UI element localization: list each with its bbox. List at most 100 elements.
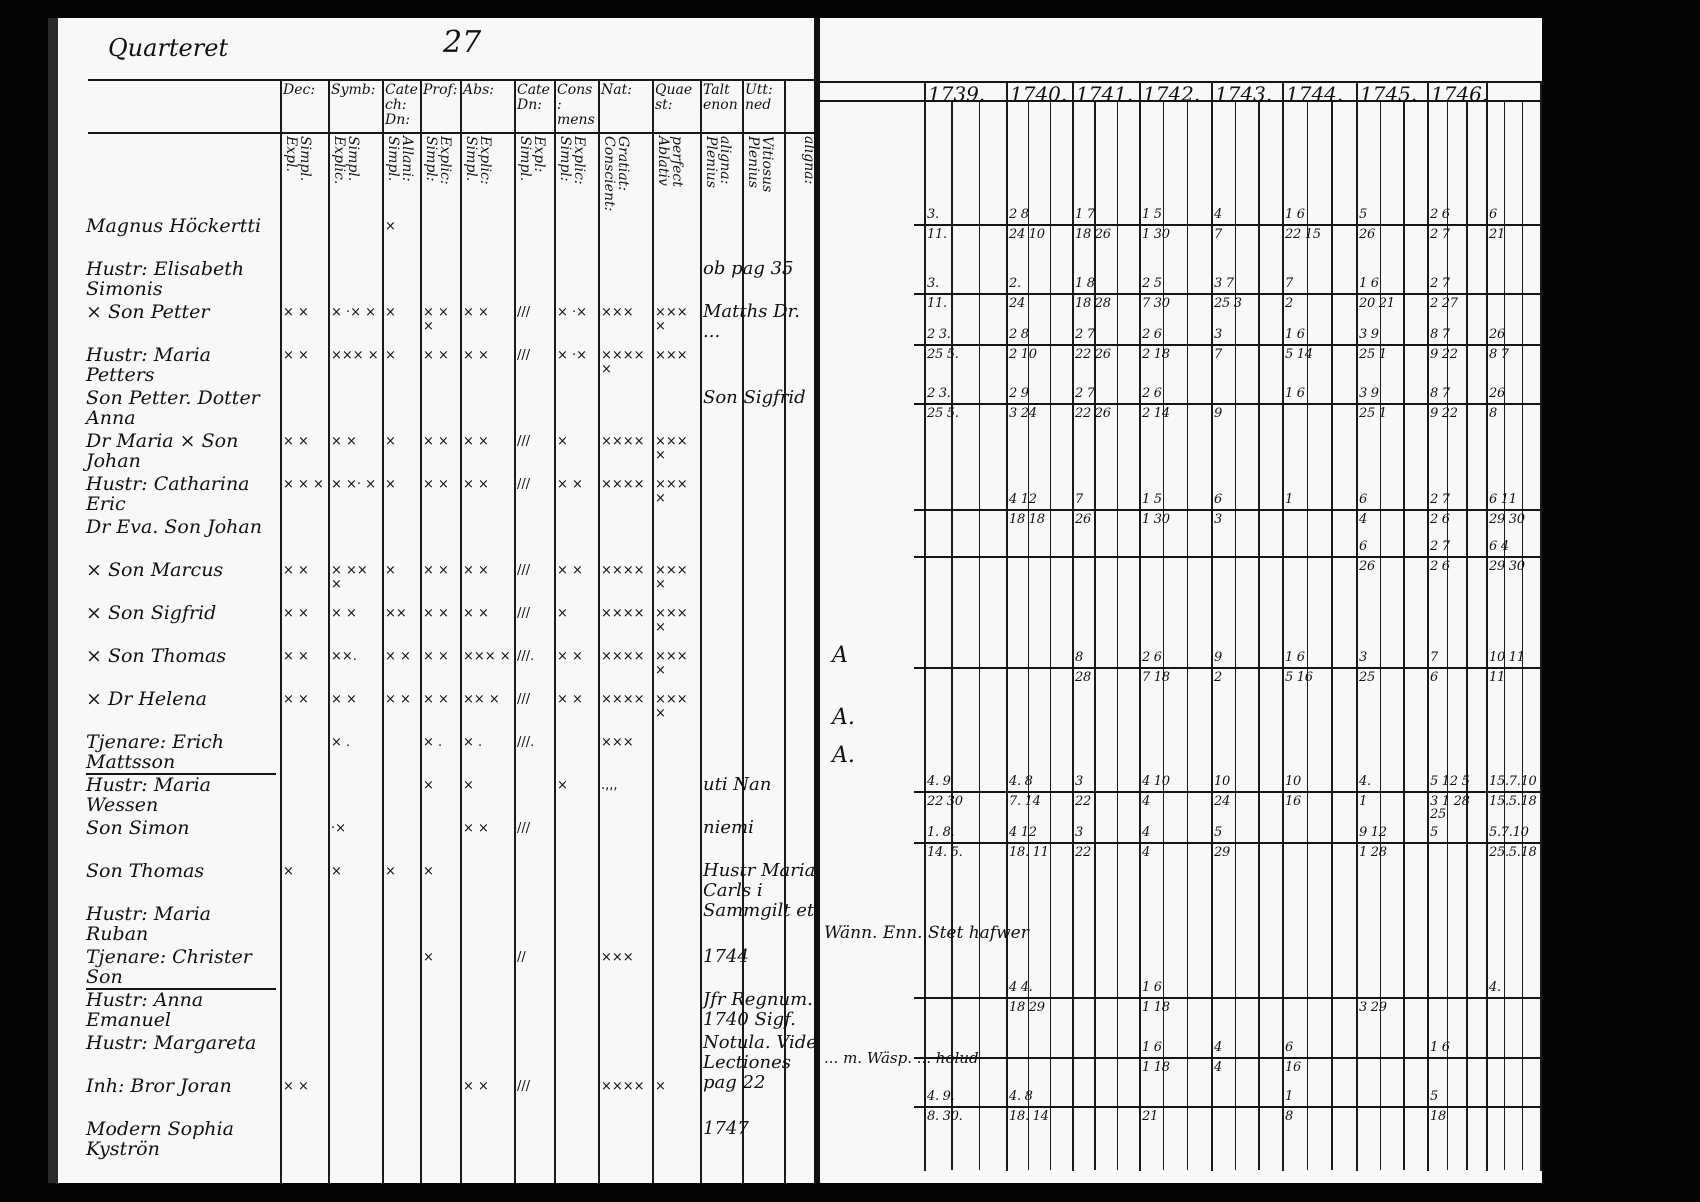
examination-mark: // [517, 950, 526, 965]
examination-mark: ××× × [463, 649, 511, 664]
column-rule [514, 79, 516, 1183]
score-top: 8 7 [1430, 386, 1450, 401]
column-rule [742, 79, 744, 1183]
examination-mark: × × [331, 606, 357, 621]
person-name: Modern Sophia Kyströn [86, 1118, 234, 1160]
score-top: 5 [1214, 825, 1222, 840]
score-bottom: 1 18 [1142, 1060, 1170, 1075]
score-top: 3 [1075, 825, 1083, 840]
score-top: 2 6 [1430, 207, 1450, 222]
score-top: 5 [1430, 825, 1438, 840]
score-top: 10 [1214, 774, 1230, 789]
person-name: Hustr: Maria Ruban [86, 903, 211, 945]
score-bottom: 1 30 [1142, 512, 1170, 527]
column-subheader: Allani: Simpl. [385, 136, 415, 182]
year-rule [1006, 81, 1008, 1171]
sub-column-rule [1403, 100, 1405, 1170]
sub-column-rule [1331, 100, 1333, 1170]
score-bottom: 18 28 [1075, 296, 1111, 311]
examination-mark: × [423, 778, 434, 793]
score-top: 2 8 [1009, 327, 1029, 342]
score-bottom: 2 [1285, 296, 1293, 311]
examination-mark: × × [283, 649, 309, 664]
person-name: Magnus Höckertti [86, 215, 262, 237]
score-top: 4. 9. [927, 1089, 955, 1104]
score-bottom: 8 [1285, 1109, 1293, 1124]
score-top: 2. [1009, 276, 1021, 291]
person-name: × Son Marcus [86, 559, 224, 581]
examination-mark: ×××× [601, 649, 645, 664]
score-top: 5 [1430, 1089, 1438, 1104]
column-header: Nat: [601, 82, 632, 98]
examination-mark: × × [463, 563, 489, 578]
score-top: 3. [927, 276, 939, 291]
page-heading: Quarteret [108, 34, 229, 62]
entry-rule [914, 842, 1540, 844]
score-top: 6 [1359, 492, 1367, 507]
margin-mark-a2: A. [832, 705, 855, 730]
examination-mark: ×××× [601, 1079, 645, 1094]
examination-mark: /// [517, 1079, 531, 1094]
column-header: Quaest: [655, 82, 693, 113]
score-bottom: 24 [1009, 296, 1025, 311]
examination-mark: ×××× [655, 305, 688, 334]
score-bottom: 18. 11 [1009, 845, 1049, 860]
score-top: 10 11 [1489, 650, 1525, 665]
score-top: 3 [1214, 327, 1222, 342]
score-top: 9 12 [1359, 825, 1387, 840]
column-header: Utt: ned [745, 82, 773, 113]
score-bottom: 5 16 [1285, 670, 1313, 685]
examination-mark: × [557, 778, 568, 793]
score-bottom: 16 [1285, 794, 1301, 809]
score-top: 1 6 [1285, 327, 1305, 342]
score-bottom: 25 5. [927, 406, 959, 421]
score-bottom: 4 [1214, 1060, 1222, 1075]
sub-column-rule [1094, 100, 1096, 1170]
score-top: 8 [1075, 650, 1083, 665]
examination-mark: /// [517, 606, 531, 621]
column-subheader: Explic: Simpl. [463, 136, 493, 185]
underline [86, 988, 276, 990]
examination-mark: ××× × [331, 348, 379, 363]
entry-rule [914, 224, 1540, 226]
score-top: 1. 8. [927, 825, 955, 840]
examination-mark: × × [283, 434, 309, 449]
underline [86, 773, 276, 775]
score-top: 9 [1214, 650, 1222, 665]
sub-column-rule [1050, 100, 1052, 1170]
score-bottom: 26 [1075, 512, 1091, 527]
year-rule [1072, 81, 1074, 1171]
examination-mark: ××× [601, 735, 634, 750]
score-top: 8 7 [1430, 327, 1450, 342]
score-top: 15.7.10 [1489, 774, 1537, 789]
examination-mark: ///. [517, 735, 535, 750]
examination-mark: × × [283, 305, 309, 320]
examination-mark: × [423, 864, 434, 879]
score-bottom: 7 18 [1142, 670, 1170, 685]
score-top: 4. 9 [927, 774, 951, 789]
score-bottom: 2 6 [1430, 559, 1450, 574]
examination-mark: × × [283, 692, 309, 707]
examination-mark: × × [423, 434, 449, 449]
column-subheader: perfect Ablativ [655, 136, 685, 187]
header-rule [88, 132, 818, 134]
score-bottom: 7 30 [1142, 296, 1170, 311]
score-top: 6 [1359, 539, 1367, 554]
examination-mark: × × [283, 563, 309, 578]
score-bottom: 2 6 [1430, 512, 1450, 527]
examination-mark: × [385, 477, 396, 492]
score-top: 1 6 [1359, 276, 1379, 291]
score-bottom: 28 [1075, 670, 1091, 685]
entry-rule [914, 997, 1540, 999]
examination-mark: × [385, 305, 396, 320]
score-top: 4 [1142, 825, 1150, 840]
person-name: Dr Eva. Son Johan [86, 516, 262, 538]
column-header: Talt enon [703, 82, 738, 113]
score-bottom: 26 [1359, 559, 1375, 574]
score-bottom: 11 [1489, 670, 1505, 685]
entry-rule [914, 791, 1540, 793]
year-header: 1741. [1076, 82, 1134, 106]
score-bottom: 7 [1214, 227, 1222, 242]
year-rule [1139, 81, 1141, 1171]
entry-rule [914, 293, 1540, 295]
